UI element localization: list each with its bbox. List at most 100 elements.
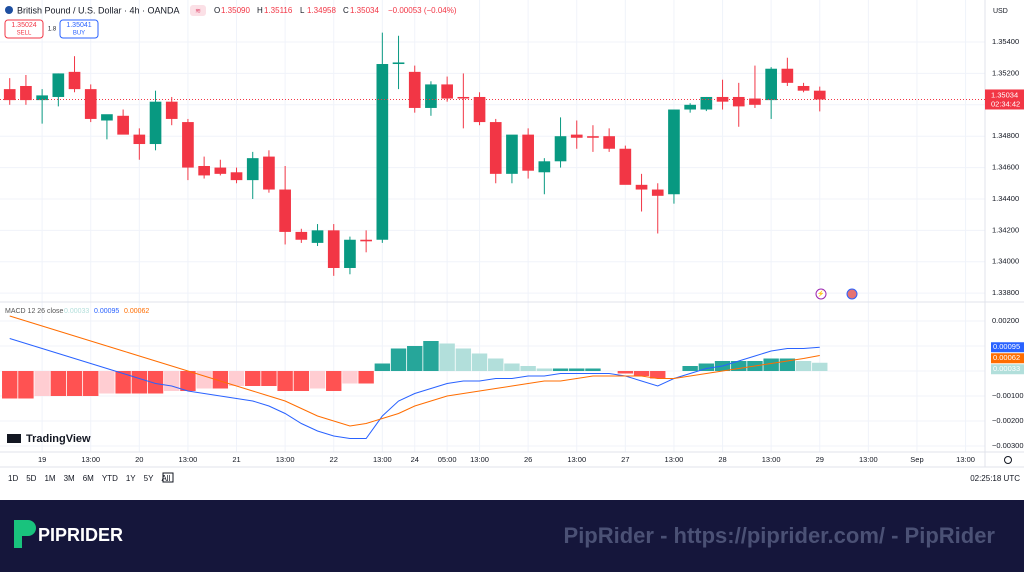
candle-body: [732, 96, 745, 107]
y-tick-label: −0.00100: [992, 391, 1024, 400]
histogram-bar: [423, 341, 439, 371]
spread: 1.8: [48, 27, 57, 33]
histogram-bar: [407, 346, 423, 371]
histogram-bar: [147, 371, 164, 394]
calendar-icon[interactable]: [162, 472, 174, 483]
candle-body: [781, 68, 794, 83]
candle-body: [441, 84, 453, 99]
x-tick-label: 05:00: [438, 455, 457, 464]
banner: [0, 500, 1024, 572]
candle-body: [376, 64, 389, 240]
histogram-bar: [66, 371, 83, 396]
price-tag-value: 1.35034: [991, 90, 1018, 99]
value-tag-label: 0.00095: [993, 342, 1020, 351]
candle-body: [668, 109, 680, 195]
range-button[interactable]: 1Y: [126, 474, 136, 483]
x-tick-label: 28: [718, 455, 726, 464]
range-button[interactable]: 1D: [8, 474, 18, 483]
candle-body: [246, 158, 259, 181]
ohlc-key: O: [214, 6, 220, 15]
range-button[interactable]: 1M: [44, 474, 55, 483]
flag-icon[interactable]: [846, 288, 858, 300]
candle-body: [117, 115, 129, 135]
tv-logo-icon: [7, 434, 21, 443]
clock: 02:25:18 UTC: [970, 474, 1020, 483]
settings-icon[interactable]: [1004, 456, 1012, 464]
buy-price: 1.35041: [66, 22, 91, 29]
y-tick-label: 1.34600: [992, 163, 1019, 172]
candle-body: [408, 71, 421, 108]
candle-body: [392, 62, 405, 65]
x-tick-label: 13:00: [665, 455, 684, 464]
range-button[interactable]: All: [161, 474, 170, 483]
x-tick-label: 21: [232, 455, 240, 464]
histogram-bar: [569, 368, 585, 371]
candle-body: [133, 134, 146, 145]
candle-body: [149, 101, 162, 145]
candle-body: [473, 96, 486, 123]
value-tag-label: 0.00062: [993, 353, 1020, 362]
histogram-bar: [390, 348, 407, 371]
histogram-bar: [633, 371, 650, 376]
candle-body: [506, 134, 518, 174]
countdown: 02:34:42: [991, 99, 1020, 108]
ohlc: O 1.35090 H 1.35116 L 1.34958 C 1.35034: [214, 6, 379, 15]
histogram-bar: [504, 363, 520, 371]
y-tick-label: 1.33800: [992, 288, 1019, 297]
ohlc-value: 1.34958: [307, 6, 336, 15]
candle-body: [360, 239, 372, 242]
range-button[interactable]: 5D: [26, 474, 36, 483]
x-tick-label: 26: [524, 455, 532, 464]
value-tag: [991, 342, 1024, 353]
watermark: PipRider - https://piprider.com/ - PipRi…: [564, 523, 996, 548]
legend-value: 0.00033: [64, 308, 89, 315]
macd-title: MACD 12 26 close: [5, 308, 63, 315]
candle-body: [619, 148, 632, 185]
sell-button[interactable]: [4, 19, 44, 39]
x-tick-label: 13:00: [859, 455, 878, 464]
event-icon[interactable]: [815, 288, 827, 300]
candle-body: [684, 104, 696, 110]
candle-body: [36, 95, 48, 101]
candle-body: [587, 136, 599, 138]
histogram-bar: [164, 371, 180, 391]
histogram-bar: [261, 371, 277, 386]
candle-body: [797, 85, 810, 91]
histogram-bar: [650, 371, 666, 379]
x-tick-label: 13:00: [470, 455, 489, 464]
currency: USD: [993, 8, 1008, 15]
histogram-bar: [682, 366, 698, 371]
legend-value: 0.00095: [94, 308, 119, 315]
value-tag-label: 0.00033: [993, 364, 1020, 373]
x-tick-label: 13:00: [179, 455, 198, 464]
range-button[interactable]: YTD: [102, 474, 118, 483]
range-button[interactable]: 3M: [64, 474, 75, 483]
histogram-bar: [698, 363, 715, 371]
range-button[interactable]: 5Y: [144, 474, 154, 483]
sell-price: 1.35024: [11, 22, 36, 29]
background: [0, 0, 1024, 500]
buy-button[interactable]: [59, 19, 99, 39]
ohlc-key: H: [257, 6, 263, 15]
x-tick-label: 22: [330, 455, 338, 464]
histogram-bar: [50, 371, 67, 396]
candle-body: [84, 89, 97, 119]
brand-icon: [14, 520, 36, 548]
histogram-bar: [228, 371, 245, 386]
histogram-bar: [471, 353, 488, 371]
histogram-bar: [18, 371, 34, 399]
candle-body: [101, 114, 113, 121]
brand: PIPRIDER: [38, 525, 123, 545]
candle-body: [635, 184, 648, 190]
histogram-bar: [795, 361, 812, 371]
value-tag: [991, 364, 1024, 375]
macd-line: [9, 315, 820, 427]
candle-body: [813, 90, 826, 100]
candle-body: [3, 89, 16, 101]
range-button[interactable]: 6M: [83, 474, 94, 483]
histogram-bar: [245, 371, 261, 386]
histogram-bar: [763, 358, 779, 371]
histogram-bar: [180, 371, 196, 391]
y-tick-label: 1.34400: [992, 194, 1019, 203]
x-tick-label: 13:00: [373, 455, 392, 464]
